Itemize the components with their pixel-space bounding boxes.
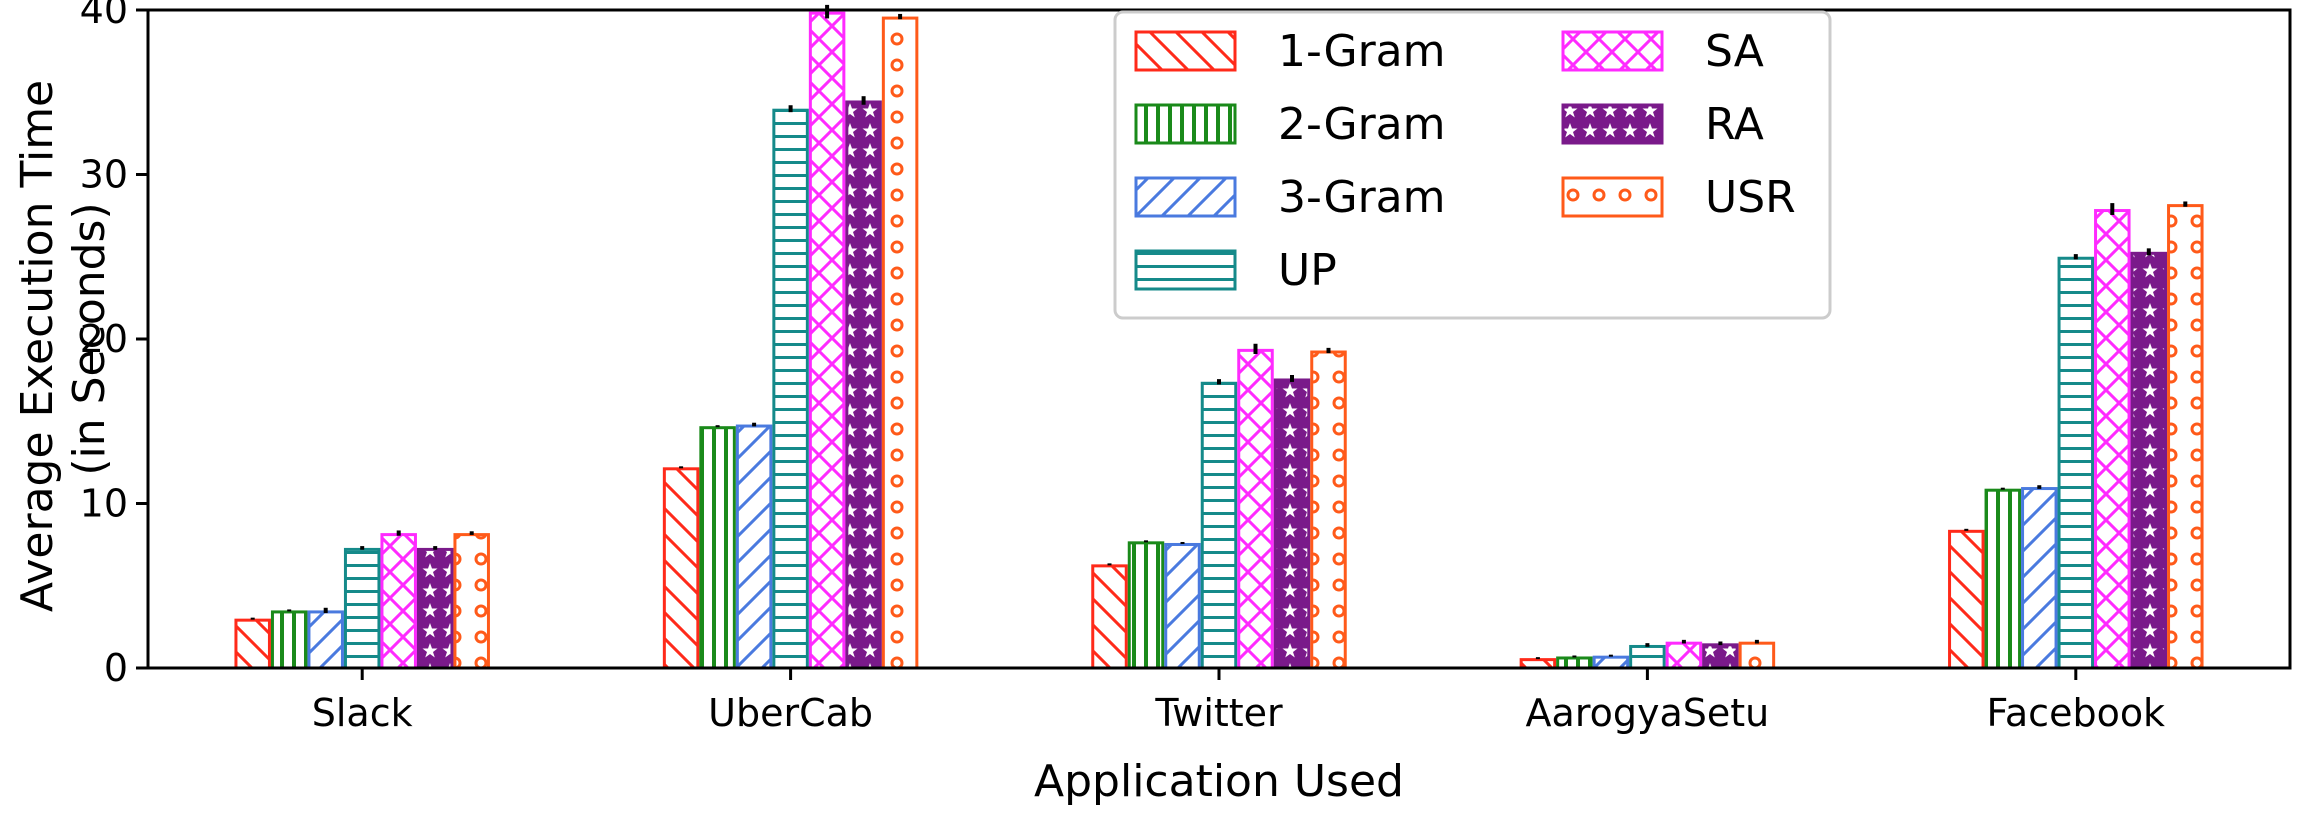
x-tick-label: AarogyaSetu (1526, 691, 1770, 735)
x-axis-label: Application Used (1034, 756, 1404, 807)
y-axis-label-line-1: Average Execution Time (12, 80, 63, 612)
bar-slack-up (343, 547, 381, 670)
legend: 1-Gram 2-Gram 3-Gram UP SA RA USR (1113, 10, 1832, 320)
bar-aarogyasetu-2-gram (1556, 656, 1593, 670)
y-tick-label: 30 (80, 153, 128, 197)
legend-swatch-ra (1561, 103, 1664, 145)
y-tick-label: 10 (80, 482, 128, 526)
x-axis: Slack UberCab Twitter AarogyaSetu Facebook (312, 668, 2165, 735)
legend-box (1113, 10, 1832, 320)
bar-facebook-sa (2094, 209, 2131, 670)
bar-facebook-usr (2167, 204, 2204, 670)
y-tick-label: 40 (80, 0, 128, 32)
legend-swatch-2-gram (1134, 103, 1237, 145)
bar-facebook-3-gram (2021, 487, 2058, 670)
legend-swatch-1-gram (1134, 30, 1237, 72)
bar-ubercab-1-gram (662, 467, 700, 670)
legend-label-usr: USR (1705, 172, 1796, 223)
error-bars-layer (250, 4, 2188, 660)
bar-twitter-sa (1237, 348, 1274, 670)
legend-label-ra: RA (1705, 99, 1764, 150)
bar-ubercab-up (772, 108, 809, 670)
bar-ubercab-usr (881, 16, 919, 670)
bar-twitter-3-gram (1164, 542, 1201, 670)
bar-facebook-1-gram (1948, 529, 1985, 670)
legend-label-3-gram: 3-Gram (1278, 172, 1446, 223)
bar-slack-ra (416, 547, 454, 670)
y-axis-label-line-2: (in Seconds) (64, 202, 115, 475)
legend-swatch-usr (1561, 176, 1664, 218)
bar-twitter-ra (1273, 378, 1311, 670)
bar-ubercab-sa (808, 11, 846, 670)
x-tick-label: UberCab (708, 691, 873, 735)
bar-slack-1-gram (234, 618, 271, 670)
y-axis: 0 10 20 30 40 (80, 0, 148, 690)
legend-label-2-gram: 2-Gram (1278, 99, 1446, 150)
bar-twitter-1-gram (1091, 564, 1128, 670)
bar-twitter-2-gram (1127, 541, 1165, 670)
y-axis-label: Average Execution Time (in Seconds) (12, 66, 115, 612)
bar-slack-2-gram (270, 610, 308, 670)
bar-slack-usr (453, 533, 490, 670)
legend-swatch-3-gram (1134, 176, 1237, 218)
bar-aarogyasetu-3-gram (1592, 655, 1630, 670)
bar-aarogyasetu-usr (1738, 641, 1776, 670)
bar-ubercab-2-gram (699, 426, 736, 670)
y-tick-label: 20 (80, 317, 128, 361)
x-tick-label: Twitter (1154, 691, 1283, 735)
legend-label-sa: SA (1705, 26, 1764, 77)
bar-ubercab-ra (845, 100, 882, 670)
x-tick-label: Facebook (1987, 691, 2166, 735)
legend-swatch-sa (1561, 30, 1664, 72)
bar-slack-3-gram (307, 610, 344, 670)
bar-facebook-up (2057, 256, 2095, 670)
bar-aarogyasetu-up (1629, 644, 1666, 670)
legend-label-1-gram: 1-Gram (1278, 26, 1446, 77)
legend-swatch-up (1134, 249, 1237, 291)
bar-aarogyasetu-ra (1702, 643, 1739, 670)
y-tick-label: 0 (104, 646, 128, 690)
x-tick-label: Slack (312, 691, 413, 735)
bar-aarogyasetu-sa (1665, 641, 1703, 670)
bar-twitter-usr (1310, 350, 1347, 670)
bar-ubercab-3-gram (735, 424, 773, 670)
legend-label-up: UP (1278, 245, 1337, 296)
bar-facebook-ra (2130, 251, 2168, 670)
bar-slack-sa (380, 533, 417, 670)
bar-twitter-up (1200, 381, 1238, 670)
bar-facebook-2-gram (1984, 488, 2022, 670)
